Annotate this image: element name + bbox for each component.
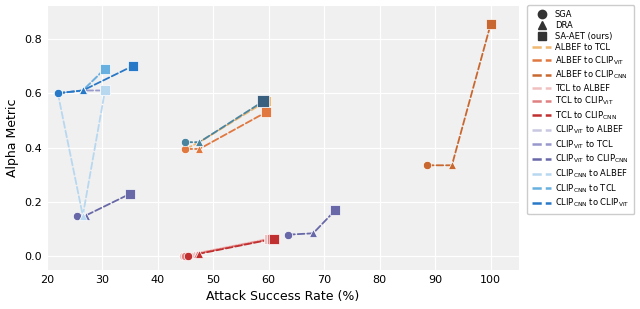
Y-axis label: Alpha Metric: Alpha Metric [6, 99, 19, 177]
Legend: SGA, DRA, SA-AET (ours), ALBEF to TCL, ALBEF to CLIP$_{\mathrm{ViT}}$, ALBEF to : SGA, DRA, SA-AET (ours), ALBEF to TCL, A… [527, 5, 634, 214]
X-axis label: Attack Success Rate (%): Attack Success Rate (%) [206, 290, 359, 303]
